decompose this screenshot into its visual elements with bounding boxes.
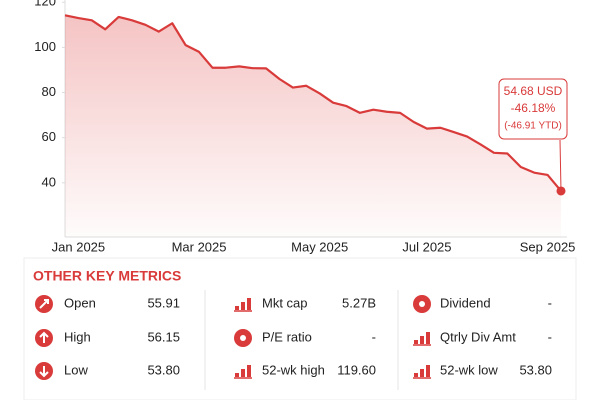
metric-label: Low [64, 362, 88, 377]
metric-label: Mkt cap [262, 295, 308, 310]
icon-bar [247, 365, 251, 377]
icon-bar [420, 369, 424, 377]
metric-label: Dividend [440, 295, 491, 310]
icon-bar [420, 336, 424, 344]
y-tick-label: 100 [34, 39, 56, 54]
metric-value: 5.27B [342, 295, 376, 310]
metric-icon [35, 295, 53, 313]
y-tick-label: 60 [42, 129, 56, 144]
icon-bar [235, 306, 239, 310]
metric-label: 52-wk low [440, 362, 498, 377]
callout-text: 54.68 USD [504, 84, 563, 98]
callout-text: (-46.91 YTD) [504, 121, 562, 132]
icon-arrow [39, 331, 49, 343]
callout-text: -46.18% [511, 101, 556, 115]
metric-value: 56.15 [147, 329, 180, 344]
metrics-title: OTHER KEY METRICS [33, 268, 181, 284]
icon-bar [247, 298, 251, 310]
metric-label: Open [64, 295, 96, 310]
metric-value: 53.80 [519, 362, 552, 377]
metric-icon [413, 332, 431, 346]
metric-icon [35, 362, 53, 380]
metric-value: - [372, 329, 376, 344]
metric-icon [413, 365, 431, 379]
x-tick-label: Mar 2025 [172, 239, 227, 254]
metric-icon [234, 365, 252, 379]
icon-bar [414, 340, 418, 344]
area [65, 15, 561, 237]
y-tick-label: 40 [42, 174, 56, 189]
icon-bar [426, 365, 430, 377]
x-tick-label: Jan 2025 [52, 239, 106, 254]
metric-icon [413, 295, 431, 313]
icon-dot [419, 301, 425, 307]
icon-bar [426, 332, 430, 344]
price-line [64, 14, 562, 192]
icon-bar [414, 373, 418, 377]
metric-value: - [548, 295, 552, 310]
x-tick-label: Sep 2025 [520, 239, 576, 254]
metrics-panel [23, 257, 577, 400]
metric-label: 52-wk high [262, 362, 325, 377]
metric-value: 119.60 [337, 362, 376, 377]
icon-arrow [39, 299, 49, 309]
icon-bar [235, 373, 239, 377]
metric-label: P/E ratio [262, 329, 312, 344]
metric-value: - [548, 329, 552, 344]
icon-bar [241, 302, 245, 310]
icon-dot [240, 335, 246, 341]
metric-label: High [64, 329, 91, 344]
x-tick-label: May 2025 [291, 239, 348, 254]
x-tick-label: Jul 2025 [402, 239, 451, 254]
metric-icon [234, 298, 252, 312]
y-tick-label: 80 [42, 84, 56, 99]
metric-value: 55.91 [147, 295, 180, 310]
metric-icon [234, 329, 252, 347]
metric-value: 53.80 [147, 362, 180, 377]
metric-label: Qtrly Div Amt [440, 329, 516, 344]
price-callout [498, 78, 568, 140]
callout-pointer [559, 139, 562, 191]
icon-arrow [39, 366, 49, 378]
metric-icon [35, 329, 53, 347]
y-tick-label: 120 [34, 0, 56, 9]
icon-bar [241, 369, 245, 377]
